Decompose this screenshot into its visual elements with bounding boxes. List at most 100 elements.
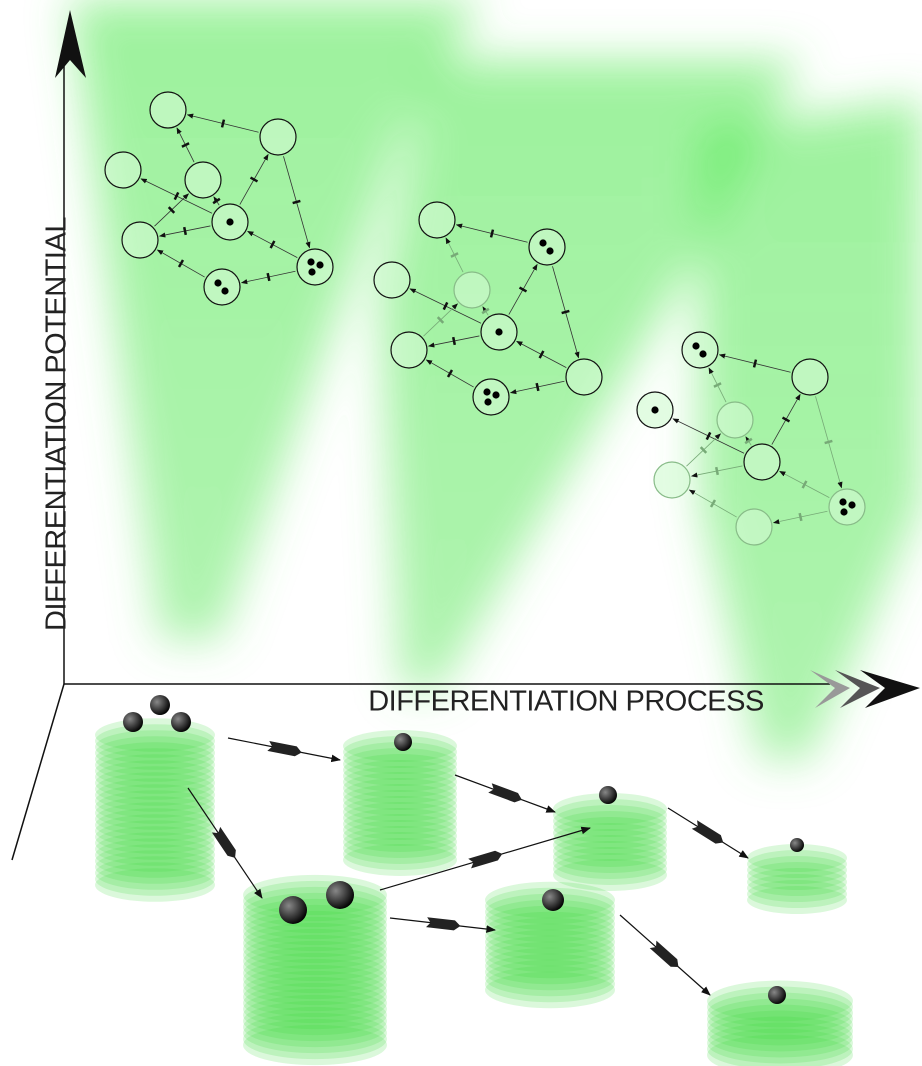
cylinder-layer — [95, 808, 215, 842]
transition-marker — [267, 741, 302, 757]
cylinder-layer — [747, 844, 847, 872]
cylinder-layer — [707, 1004, 853, 1046]
edge-tick — [752, 359, 758, 368]
cylinder-layer — [95, 730, 215, 764]
x-axis-label: DIFFERENTIATION PROCESS — [368, 686, 764, 718]
cylinder-layer — [243, 916, 387, 958]
y-arrowhead — [55, 10, 86, 78]
cylinder-layer — [243, 946, 387, 988]
cylinder-layer — [707, 1028, 853, 1066]
cylinder-layer — [243, 1000, 387, 1042]
cylinder-layer — [485, 941, 615, 979]
cell-dot — [308, 268, 316, 276]
cylinder-layer — [485, 929, 615, 967]
cylinder-layer — [747, 856, 847, 884]
cell — [149, 91, 187, 129]
cell-dot — [840, 508, 848, 516]
cylinder-layer — [553, 811, 667, 843]
cell — [828, 488, 866, 526]
potential-cones — [70, 0, 922, 760]
cell-networks — [104, 91, 866, 546]
cylinder-layer — [95, 724, 215, 758]
cell — [472, 378, 510, 416]
cell — [259, 118, 297, 156]
cell-ball — [279, 896, 307, 924]
cell-dot — [214, 279, 222, 287]
cylinder-layer — [243, 964, 387, 1006]
cylinder-layer — [343, 826, 457, 858]
cylinder-layer — [485, 911, 615, 949]
cylinder-layer — [243, 994, 387, 1036]
x-arrowhead — [810, 670, 920, 708]
cell-populations — [95, 695, 853, 1066]
cylinder-layer — [343, 736, 457, 768]
edge-tick — [173, 191, 180, 201]
cylinder-layer — [95, 850, 215, 884]
cylinder-layer — [747, 874, 847, 902]
edge-tick — [713, 382, 722, 388]
transition-marker — [649, 940, 679, 967]
cylinder-layer — [553, 799, 667, 831]
edge-tick — [446, 369, 454, 378]
cell-dot — [848, 501, 856, 509]
cylinder-layer — [553, 793, 667, 825]
cylinder-layer — [707, 1010, 853, 1052]
cylinder-layer — [747, 862, 847, 890]
cylinder-layer — [95, 844, 215, 878]
cylinder-layer — [343, 778, 457, 810]
edge-tick — [781, 416, 791, 423]
cylinder-layer — [485, 935, 615, 973]
cell-dot — [539, 239, 547, 247]
cell-dot — [316, 261, 324, 269]
cylinder-layer — [243, 904, 387, 946]
cylinder-layer — [243, 1012, 387, 1054]
cylinder-layer — [553, 817, 667, 849]
cell-dot — [226, 218, 234, 226]
cell-dot — [651, 406, 659, 414]
cylinder-layer — [95, 856, 215, 890]
cell — [565, 358, 603, 396]
cylinder-layer — [553, 835, 667, 867]
edge-tick — [266, 272, 271, 282]
cell-dot — [483, 388, 491, 396]
cylinder-layer — [95, 796, 215, 830]
edge-tick — [292, 199, 301, 205]
cylinder-layer — [243, 952, 387, 994]
cylinder-layer — [747, 880, 847, 908]
cylinder-layer — [707, 1034, 853, 1066]
cylinder-layer — [243, 988, 387, 1030]
cylinder-layer — [95, 760, 215, 794]
cylinder-layer — [707, 1016, 853, 1058]
cell — [418, 201, 456, 239]
cell — [653, 461, 691, 499]
cylinder-layer — [95, 790, 215, 824]
cylinder-layer — [343, 772, 457, 804]
cylinder-layer — [95, 742, 215, 776]
edge-tick — [801, 480, 808, 489]
cell-ball — [394, 733, 412, 751]
cell — [121, 221, 159, 259]
cylinder-layer — [553, 829, 667, 861]
cylinder-layer — [343, 820, 457, 852]
cylinder-layer — [243, 922, 387, 964]
cell-dot — [307, 258, 315, 266]
cylinder-layer — [243, 928, 387, 970]
edge-tick — [269, 240, 276, 249]
cylinder-layer — [485, 899, 615, 937]
edge-tick — [798, 512, 803, 522]
cell-ball — [123, 712, 143, 732]
cylinder-layer — [485, 917, 615, 955]
edge-tick — [182, 226, 188, 236]
cylinder-layer — [343, 802, 457, 834]
cylinder-layer — [95, 772, 215, 806]
cylinder-layer — [485, 971, 615, 1009]
edge-tick — [535, 382, 540, 392]
edge-tick — [518, 286, 528, 293]
cylinder-layer — [707, 992, 853, 1034]
cylinder-layer — [95, 754, 215, 788]
cylinder-layer — [747, 868, 847, 896]
cylinder-layer — [343, 766, 457, 798]
edge-tick — [714, 466, 720, 476]
